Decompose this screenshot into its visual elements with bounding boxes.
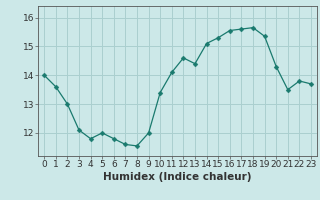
X-axis label: Humidex (Indice chaleur): Humidex (Indice chaleur) [103, 172, 252, 182]
